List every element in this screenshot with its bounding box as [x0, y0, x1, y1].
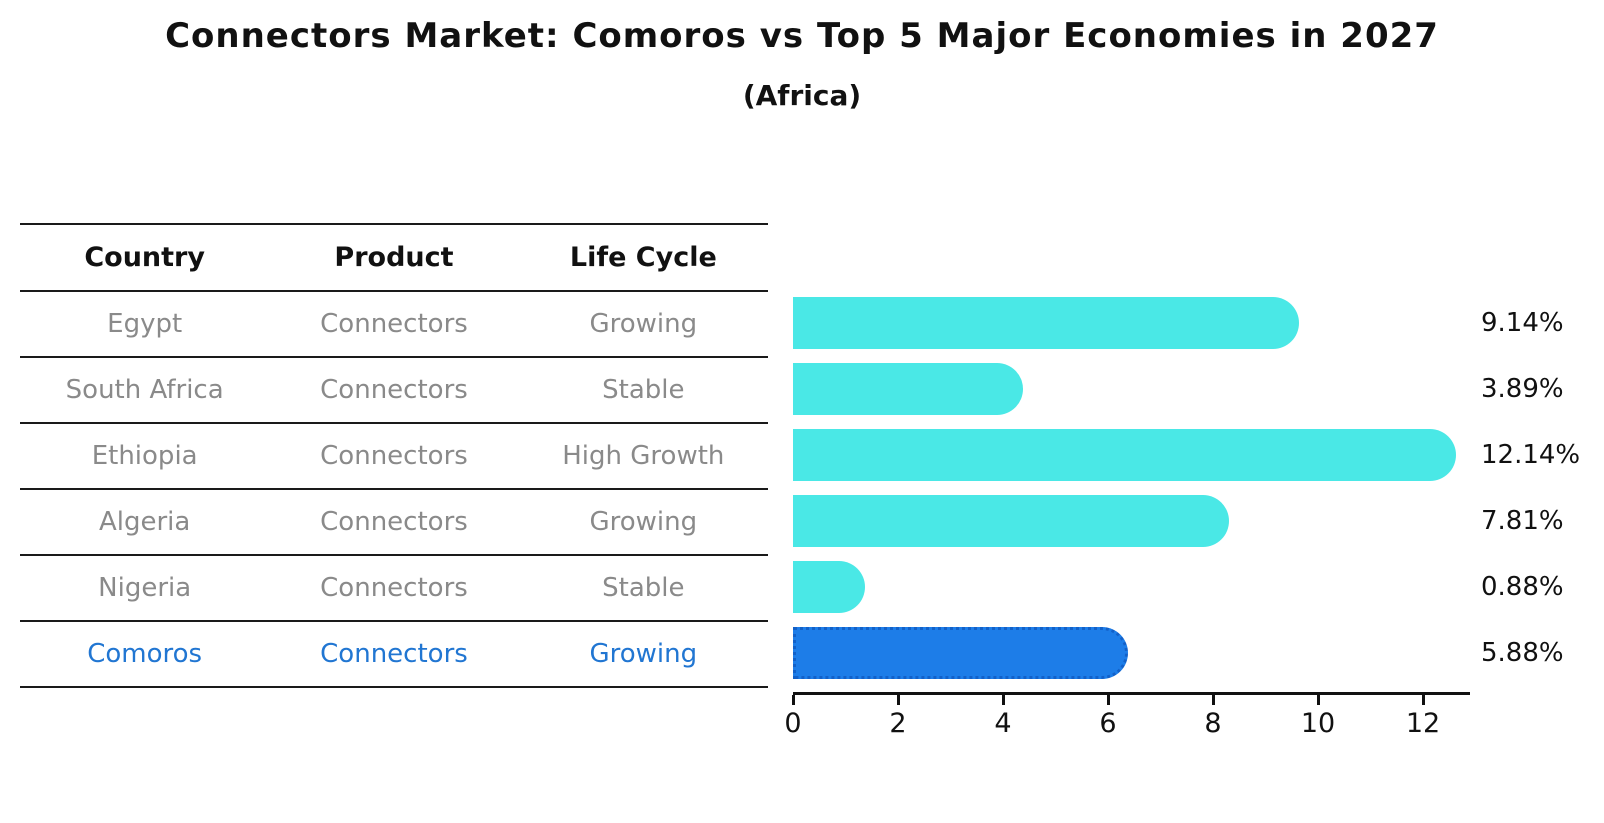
table-body: Egypt Connectors Growing South Africa Co… [20, 292, 768, 688]
x-axis-tick-mark [1422, 695, 1425, 705]
cell-country: Ethiopia [91, 441, 198, 471]
cell-life-cycle: Growing [589, 507, 698, 537]
bar-value-label: 3.89% [1481, 374, 1564, 404]
table-header-row: Country Product Life Cycle [20, 225, 768, 292]
x-axis-tick-mark [792, 695, 795, 705]
x-axis-tick-mark [1107, 695, 1110, 705]
bar-row [793, 620, 1503, 686]
bar-value-label: 9.14% [1481, 308, 1564, 338]
bar-row [793, 356, 1503, 422]
cell-life-cycle: Stable [602, 573, 685, 603]
cell-country: Comoros [87, 639, 203, 669]
bar-row [793, 422, 1503, 488]
x-axis-tick-mark [897, 695, 900, 705]
bar-nigeria [793, 561, 866, 613]
cell-country: Nigeria [98, 573, 192, 603]
bar-ethiopia [793, 429, 1457, 481]
x-axis: 0 2 4 6 8 10 12 [784, 692, 1470, 739]
x-axis-tick-mark [1212, 695, 1215, 705]
column-header-life-cycle: Life Cycle [569, 242, 717, 273]
x-axis-tick-label: 6 [1099, 708, 1117, 739]
cell-life-cycle: Growing [589, 309, 698, 339]
table-row-south-africa: South Africa Connectors Stable [20, 358, 768, 424]
bar-row [793, 488, 1503, 554]
bar-row [793, 554, 1503, 620]
cell-product: Connectors [320, 639, 468, 669]
chart-subtitle: (Africa) [742, 79, 862, 112]
cell-country: Algeria [98, 507, 191, 537]
table-row-nigeria: Nigeria Connectors Stable [20, 556, 768, 622]
cell-country: South Africa [65, 375, 224, 405]
table-row-comoros: Comoros Connectors Growing [20, 622, 768, 688]
table-row-ethiopia: Ethiopia Connectors High Growth [20, 424, 768, 490]
cell-product: Connectors [320, 573, 468, 603]
bar-value-label: 7.81% [1481, 506, 1564, 536]
bar-row [793, 290, 1503, 356]
country-table: Country Product Life Cycle Egypt Connect… [20, 223, 768, 688]
cell-life-cycle: Stable [602, 375, 685, 405]
x-axis-tick-label: 4 [994, 708, 1012, 739]
cell-product: Connectors [320, 309, 468, 339]
bars [793, 290, 1503, 686]
bar-south-africa [793, 363, 1024, 415]
table-row-algeria: Algeria Connectors Growing [20, 490, 768, 556]
column-header-product: Product [334, 242, 454, 273]
x-axis-tick-label: 12 [1405, 708, 1441, 739]
cell-product: Connectors [320, 441, 468, 471]
x-axis-tick-label: 8 [1204, 708, 1222, 739]
table-row-egypt: Egypt Connectors Growing [20, 292, 768, 358]
chart-title: Connectors Market: Comoros vs Top 5 Majo… [165, 16, 1439, 56]
bar-comoros [793, 627, 1128, 679]
x-axis-tick-label: 2 [889, 708, 907, 739]
x-axis-tick-label: 10 [1300, 708, 1336, 739]
cell-product: Connectors [320, 375, 468, 405]
bar-algeria [793, 495, 1230, 547]
x-axis-tick-mark [1317, 695, 1320, 705]
x-axis-tick-mark [1002, 695, 1005, 705]
cell-life-cycle: Growing [589, 639, 698, 669]
column-header-country: Country [84, 242, 205, 273]
bar-value-label: 0.88% [1481, 572, 1564, 602]
cell-life-cycle: High Growth [562, 441, 725, 471]
x-axis-tick-label: 0 [784, 708, 802, 739]
value-labels: 9.14% 3.89% 12.14% 7.81% 0.88% 5.88% [1481, 290, 1580, 686]
bar-egypt [793, 297, 1299, 349]
bar-value-label: 5.88% [1481, 638, 1564, 668]
bar-value-label: 12.14% [1481, 440, 1581, 470]
cell-product: Connectors [320, 507, 468, 537]
cell-country: Egypt [107, 309, 183, 339]
